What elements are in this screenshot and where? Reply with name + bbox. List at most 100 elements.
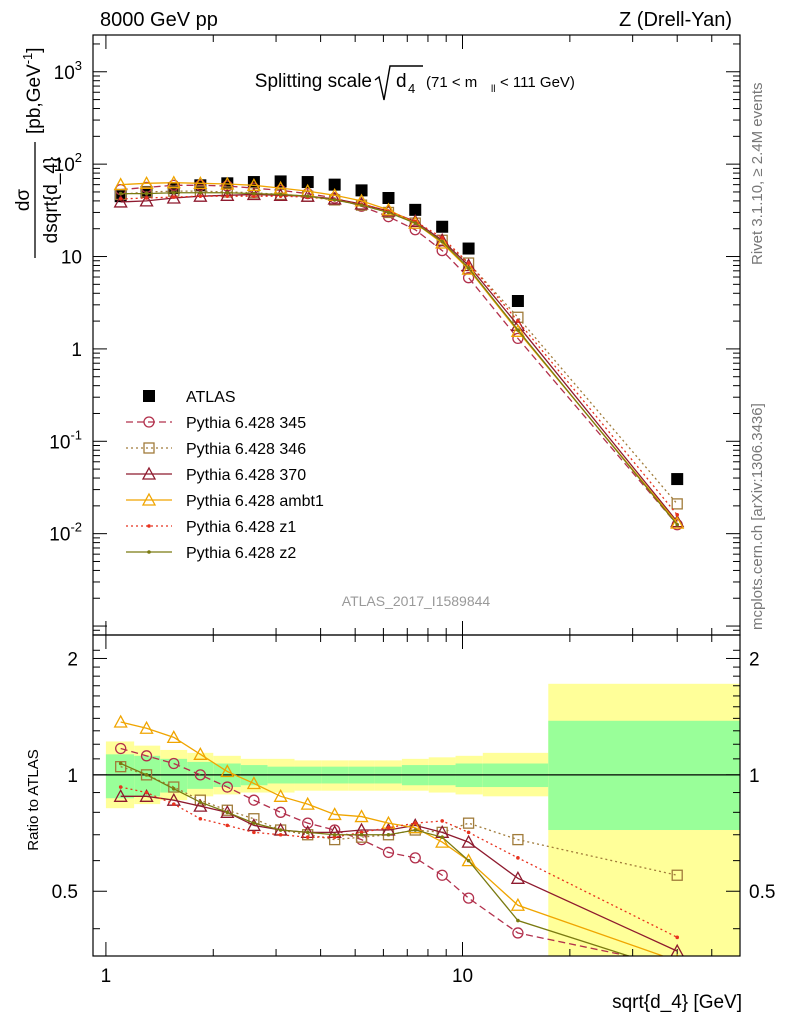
legend-label: Pythia 6.428 z1: [186, 519, 296, 536]
data-point: [225, 190, 230, 195]
ratio-data-point: [300, 796, 315, 810]
data-point: [225, 194, 230, 198]
ratio-data-point: [675, 970, 679, 974]
ratio-y-tick-label-left: 0.5: [52, 882, 78, 903]
data-point: [516, 328, 520, 332]
legend: ATLAS Pythia 6.428 345 Pythia 6.428 346 Pyt…: [126, 389, 324, 562]
data-point: [220, 176, 235, 190]
data-point: [328, 178, 341, 191]
legend-label: Pythia 6.428 345: [186, 415, 306, 432]
data-point: [113, 177, 128, 191]
ratio-data-point: [332, 832, 337, 837]
main-panel-ticks: 10-2 10-1 1 10 102 103: [49, 35, 741, 636]
y-axis-label-denominator: dsqrt{d_4}: [41, 157, 62, 244]
data-point: [382, 192, 395, 205]
header-right-label: Z (Drell-Yan): [619, 9, 732, 31]
ratio-data-point: [246, 818, 261, 832]
ratio-data-point: [140, 750, 153, 762]
ratio-data-point: [273, 788, 288, 802]
legend-label: Pythia 6.428 370: [186, 467, 306, 484]
ratio-data-point: [440, 819, 444, 823]
ratio-series-line: [120, 762, 631, 956]
y-tick-label: 103: [54, 58, 82, 84]
legend-entry-5: Pythia 6.428 z1: [126, 519, 296, 536]
ratio-data-point: [168, 781, 180, 793]
chart-title-sqrt-sign: [374, 65, 423, 101]
ratio-data-point: [386, 825, 391, 830]
data-point: [462, 272, 475, 284]
chart-title-sqrt-arg: d: [396, 71, 407, 92]
ratio-series-1: [115, 761, 683, 881]
ratio-data-point: [198, 816, 203, 821]
data-point: [435, 235, 450, 249]
series-2: [115, 185, 683, 510]
ratio-data-point: [461, 853, 476, 867]
series-6: [118, 190, 680, 527]
ratio-data-point: [144, 790, 149, 795]
ratio-y-tick-label-right: 0.5: [749, 882, 775, 903]
data-point: [516, 319, 520, 323]
ratio-panel: 0.5 0.5 1 1 2 2 1 10 Ratio to ATLAS sqrt{d_4} […: [25, 634, 775, 1013]
ratio-data-point: [166, 730, 181, 744]
ratio-data-point: [516, 856, 520, 860]
y-tick-label: 1: [71, 340, 82, 361]
ratio-y-tick-label-right: 1: [749, 766, 760, 787]
data-point: [440, 235, 444, 240]
ratio-y-axis-label: Ratio to ATLAS: [25, 749, 42, 850]
ratio-y-tick-label-left: 2: [67, 649, 78, 670]
chart-title: Splitting scale d 4 (71 < m ll < 111 GeV…: [255, 65, 575, 101]
data-point: [670, 515, 685, 529]
legend-marker: [143, 416, 155, 428]
data-point: [118, 197, 123, 201]
ratio-data-point: [408, 820, 423, 834]
ratio-series-line: [120, 766, 678, 876]
legend-label: Pythia 6.428 ambt1: [186, 493, 324, 510]
ratio-data-point: [327, 807, 342, 821]
data-point: [166, 175, 181, 189]
ratio-series-line: [120, 721, 665, 956]
ratio-data-point: [220, 764, 235, 778]
data-point: [671, 473, 684, 486]
ratio-data-point: [435, 834, 450, 848]
main-panel-series: [113, 175, 685, 531]
legend-marker: [143, 390, 155, 402]
ratio-data-point: [413, 821, 418, 825]
data-point: [671, 498, 683, 510]
data-point: [220, 187, 235, 201]
legend-marker: [143, 442, 155, 454]
y-axis-label-unit: [pb,GeV-1]: [20, 47, 45, 134]
data-point: [466, 261, 471, 265]
ratio-data-point: [278, 828, 283, 832]
data-point: [332, 198, 337, 202]
y-tick-label: 10: [61, 248, 82, 269]
data-point: [252, 194, 256, 198]
data-point: [139, 193, 154, 207]
ratio-data-point: [440, 835, 444, 839]
ratio-series-line: [120, 747, 632, 956]
ratio-data-point: [274, 806, 287, 818]
data-point: [144, 196, 149, 200]
data-point: [113, 194, 128, 208]
data-point: [171, 190, 176, 195]
main-panel: 10-2 10-1 1 10 102 103 Splitting scale d 4 (7…: [13, 34, 741, 636]
ratio-data-point: [671, 869, 683, 881]
data-point: [246, 177, 261, 191]
legend-entry-4: Pythia 6.428 ambt1: [126, 492, 324, 510]
x-tick-label: 10: [452, 966, 473, 987]
data-point: [354, 196, 369, 210]
legend-label: Pythia 6.428 z2: [186, 545, 296, 562]
y-tick-label: 102: [54, 150, 82, 176]
ratio-data-point: [512, 833, 524, 846]
data-point: [466, 266, 471, 270]
chart-title-range-post: < 111 GeV): [500, 74, 575, 91]
ratio-panel-frame: [92, 634, 741, 957]
data-point: [252, 191, 256, 196]
ratio-data-point: [118, 785, 123, 789]
ratio-data-point: [510, 870, 525, 884]
ratio-panel-ticks: 0.5 0.5 1 1 2 2 1 10: [52, 635, 775, 987]
data-point: [305, 194, 310, 198]
ratio-data-point: [359, 832, 364, 837]
ratio-y-tick-label-right: 2: [749, 649, 760, 670]
ratio-data-point: [516, 918, 520, 923]
data-point: [675, 513, 680, 517]
